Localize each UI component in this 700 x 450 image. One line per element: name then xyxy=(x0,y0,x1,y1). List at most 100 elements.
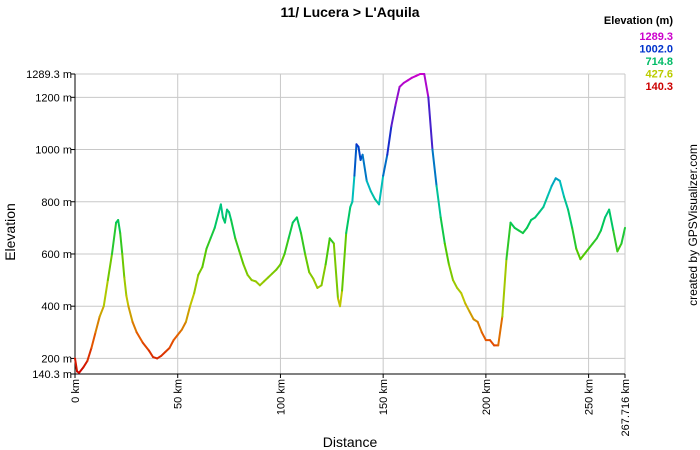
profile-segment xyxy=(94,315,101,334)
profile-segment xyxy=(119,232,124,255)
profile-segment xyxy=(480,331,487,342)
y-tick-label: 1200 m xyxy=(35,92,72,104)
legend-entry: 140.3 xyxy=(645,81,673,93)
profile-segment xyxy=(390,104,397,128)
profile-segment xyxy=(304,252,311,274)
profile-segment xyxy=(394,85,401,107)
profile-segment xyxy=(213,211,220,229)
chart-title: 11/ Lucera > L'Aquila xyxy=(280,4,419,20)
profile-segment xyxy=(351,174,356,203)
profile-segment xyxy=(452,279,459,289)
profile-segment xyxy=(90,331,97,349)
profile-segment xyxy=(125,294,130,308)
profile-segment xyxy=(534,211,541,219)
profile-segment xyxy=(234,237,241,253)
profile-segment xyxy=(542,195,549,208)
profile-segment xyxy=(238,250,245,266)
credit-text: created by GPSVisualizer.com xyxy=(686,144,700,306)
profile-segment xyxy=(435,185,442,219)
legend-title: Elevation (m) xyxy=(604,15,673,27)
x-axis-ticks: 0 km 50 km 100 km 150 km 200 km 250 km 267.716… xyxy=(70,374,632,436)
y-axis-ticks: 140.3 m 200 m 400 m 600 m 800 m 1000 m 1200 m 1… xyxy=(26,69,75,381)
profile-segment xyxy=(184,305,192,323)
profile-segment xyxy=(209,226,216,240)
profile-segment xyxy=(595,229,602,240)
profile-segment xyxy=(283,237,290,255)
profile-segment xyxy=(464,302,471,313)
profile-segment xyxy=(501,258,508,318)
profile-segment xyxy=(460,292,467,305)
profile-segment xyxy=(117,219,122,235)
y-tick-label: 600 m xyxy=(41,249,72,261)
profile-segment xyxy=(468,310,475,321)
profile-segment xyxy=(488,339,496,347)
profile-segment xyxy=(287,221,294,240)
profile-segment xyxy=(599,216,607,232)
profile-segment xyxy=(324,237,331,266)
profile-segment xyxy=(439,216,446,245)
profile-segment xyxy=(123,276,128,297)
y-tick-label: 800 m xyxy=(41,197,72,209)
profile-segment xyxy=(295,216,302,235)
profile-segment xyxy=(361,153,368,182)
profile-segment xyxy=(386,125,393,156)
profile-segment xyxy=(180,320,187,331)
profile-segment xyxy=(312,277,319,289)
profile-segment xyxy=(579,252,586,261)
plot-area xyxy=(75,74,625,374)
profile-segment xyxy=(131,320,138,334)
profile-segment xyxy=(223,208,229,224)
profile-segment xyxy=(443,242,450,266)
profile-segment xyxy=(275,263,282,271)
profile-segment xyxy=(246,273,253,282)
profile-segment xyxy=(147,349,155,359)
profile-segment xyxy=(320,263,327,287)
profile-segment xyxy=(365,179,372,193)
profile-segment xyxy=(423,73,430,99)
profile-segment xyxy=(332,242,339,300)
profile-segment xyxy=(308,271,315,280)
profile-segment xyxy=(509,221,516,229)
y-tick-label: 140.3 m xyxy=(32,369,72,381)
legend-entry: 1289.3 xyxy=(639,31,673,43)
profile-segment xyxy=(521,226,528,235)
profile-segment xyxy=(172,333,179,342)
profile-segment xyxy=(102,279,109,308)
y-tick-label: 200 m xyxy=(41,353,72,365)
profile-segment xyxy=(616,242,623,253)
profile-segment xyxy=(189,292,196,308)
profile-segment xyxy=(357,145,362,161)
profile-segment xyxy=(339,289,344,308)
profile-segment xyxy=(141,341,150,352)
profile-segment xyxy=(168,339,175,349)
profile-segment xyxy=(538,205,545,214)
profile-segment xyxy=(228,211,233,222)
profile-segment xyxy=(201,247,208,269)
profile-segment xyxy=(369,190,376,201)
profile-segment xyxy=(620,226,626,245)
profile-segment xyxy=(571,226,578,250)
profile-segment xyxy=(86,346,93,363)
profile-segment xyxy=(456,286,463,295)
x-tick-label: 100 km xyxy=(275,379,287,415)
profile-segment xyxy=(505,221,512,261)
profile-segment xyxy=(82,360,89,369)
profile-segment xyxy=(193,273,200,295)
profile-segment xyxy=(127,305,134,323)
profile-segment xyxy=(587,242,594,250)
profile-segment xyxy=(378,174,385,206)
profile-segment xyxy=(567,208,574,229)
x-tick-label: 200 km xyxy=(481,379,493,415)
legend-entry: 714.8 xyxy=(645,56,673,68)
x-axis-title: Distance xyxy=(323,434,378,450)
profile-segment xyxy=(205,237,212,250)
profile-segment xyxy=(219,203,224,219)
profile-segment xyxy=(382,153,389,177)
profile-segment xyxy=(98,305,105,318)
profile-segment xyxy=(78,366,85,374)
profile-segment xyxy=(242,263,249,276)
profile-segment xyxy=(583,247,590,255)
x-tick-label: 0 km xyxy=(70,379,82,403)
